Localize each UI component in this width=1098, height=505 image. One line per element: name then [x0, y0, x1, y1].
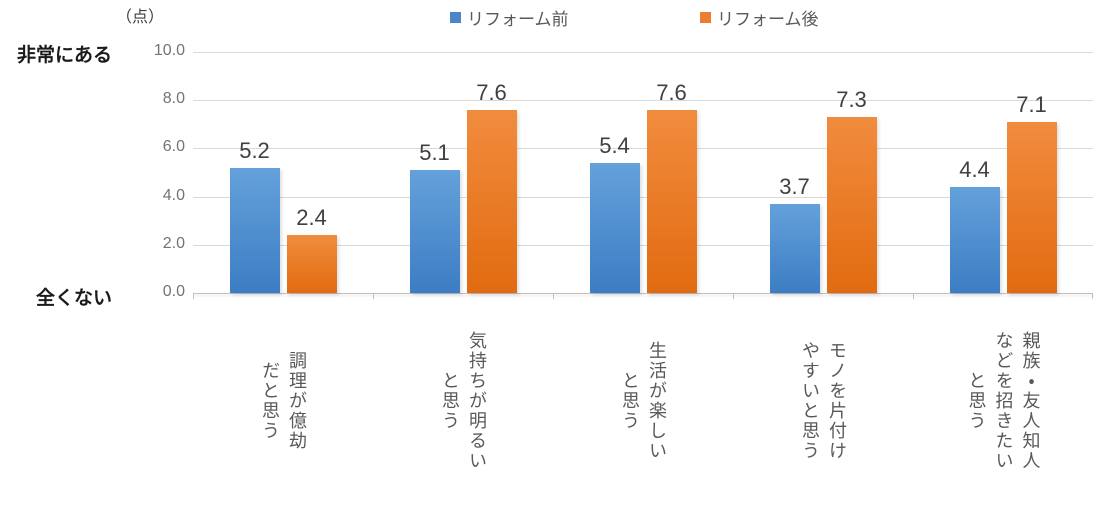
bar-before-1: [409, 170, 460, 293]
bar-value-label: 5.4: [599, 132, 630, 158]
category-label-text: 調理が億劫 だと思う: [260, 351, 307, 451]
category-label-3: モノを片付け やすいと思う: [733, 305, 913, 497]
gridline: [193, 52, 1093, 53]
bar-after-2: [646, 109, 697, 293]
gridline: [193, 148, 1093, 150]
legend-swatch-before-icon: [450, 11, 461, 23]
gridline: [193, 244, 1093, 246]
category-label-2: 生活が楽しい と思う: [553, 305, 733, 497]
bar-value-label: 5.1: [419, 140, 450, 166]
bar-before-2: [589, 162, 640, 293]
y-axis-tick-label: 0.0: [162, 283, 185, 300]
category-label-text: 気持ちが明るい と思う: [440, 331, 487, 471]
legend-item-after-reform: リフォーム後: [700, 6, 819, 29]
bar-value-label: 4.4: [959, 156, 990, 182]
category-label-1: 気持ちが明るい と思う: [373, 305, 553, 497]
gridline: [193, 196, 1093, 198]
legend-swatch-after-icon: [700, 11, 711, 23]
x-axis-tick: [1092, 293, 1093, 299]
bar-value-label: 7.1: [1016, 91, 1047, 117]
category-label-4: 親族・友人知人 などを招きたい と思う: [913, 305, 1093, 497]
y-axis-tick-label: 10.0: [153, 42, 185, 59]
axis-unit-label: （点）: [115, 9, 164, 26]
bar-value-label: 3.7: [779, 173, 810, 199]
x-axis-tick: [553, 293, 554, 299]
bar-value-label: 7.3: [836, 87, 867, 113]
bar-after-1: [466, 109, 517, 293]
x-axis-tick: [193, 293, 194, 299]
y-axis-tick-label: 8.0: [162, 90, 185, 108]
y-axis-tick-label: 2.0: [162, 234, 185, 252]
bar-after-3: [826, 117, 877, 293]
bar-value-label: 7.6: [476, 79, 507, 105]
bar-value-label: 2.4: [296, 205, 327, 231]
legend-label-before: リフォーム前: [467, 9, 569, 29]
y-axis-top-label: 非常にある: [16, 45, 112, 66]
x-axis-tick: [373, 293, 374, 299]
y-axis-bottom-label: 全くない: [35, 288, 112, 309]
gridline: [193, 100, 1093, 102]
bar-after-4: [1006, 121, 1057, 293]
category-label-text: 親族・友人知人 などを招きたい と思う: [966, 331, 1041, 471]
y-axis-tick-label: 4.0: [162, 186, 185, 204]
category-label-text: モノを片付け やすいと思う: [800, 341, 847, 461]
x-axis-line: [193, 293, 1093, 294]
bar-after-0: [286, 235, 337, 293]
legend-item-before-reform: リフォーム前: [450, 6, 569, 29]
plot-area: 5.2 2.4 5.1 7.6 5.4 7.6 3.7 7.3 4.4 7.1: [193, 52, 1093, 299]
category-label-text: 生活が楽しい と思う: [620, 341, 667, 461]
legend-label-after: リフォーム後: [717, 9, 819, 29]
x-axis-tick: [733, 293, 734, 299]
bar-before-4: [949, 186, 1000, 293]
bar-before-3: [769, 203, 820, 293]
category-label-0: 調理が億劫 だと思う: [193, 305, 373, 497]
x-axis-tick: [913, 293, 914, 299]
bar-value-label: 7.6: [656, 79, 687, 105]
bar-value-label: 5.2: [239, 137, 270, 163]
bar-before-0: [229, 167, 280, 293]
y-axis-tick-label: 6.0: [162, 138, 185, 156]
